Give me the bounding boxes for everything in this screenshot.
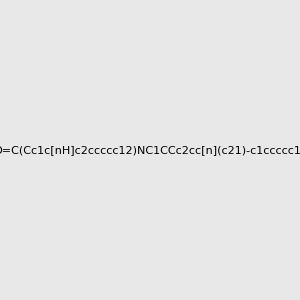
- Text: O=C(Cc1c[nH]c2ccccc12)NC1CCc2cc[n](c21)-c1ccccc1F: O=C(Cc1c[nH]c2ccccc12)NC1CCc2cc[n](c21)-…: [0, 145, 300, 155]
